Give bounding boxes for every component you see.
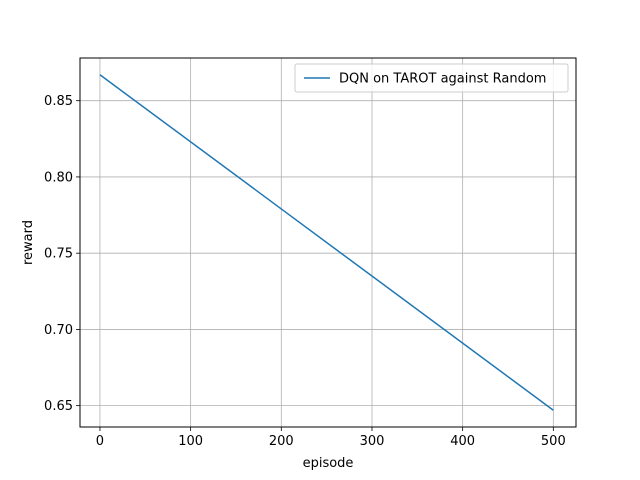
y-tick-label: 0.70: [44, 323, 73, 338]
x-tick-label: 200: [269, 434, 294, 449]
grid: [80, 58, 576, 427]
plot-frame: [79, 57, 577, 428]
legend: DQN on TAROT against Random: [294, 63, 569, 93]
series-layer: [99, 74, 554, 411]
x-axis-title: episode: [303, 456, 354, 471]
y-tick-label: 0.75: [44, 247, 73, 262]
x-tick-label: 100: [178, 434, 203, 449]
x-tick-label: 400: [450, 434, 475, 449]
x-tick-label: 0: [96, 434, 104, 449]
y-tick-label: 0.80: [44, 170, 73, 185]
x-tick-label: 300: [360, 434, 385, 449]
y-tick-label: 0.65: [44, 399, 73, 414]
series-line: [99, 74, 554, 411]
y-axis-title: reward: [21, 220, 36, 265]
x-tick-label: 500: [541, 434, 566, 449]
legend-box: [294, 63, 569, 93]
legend-label: DQN on TAROT against Random: [339, 72, 546, 87]
y-tick-label: 0.85: [44, 94, 73, 109]
ticks: 0 100 200 300 400 500 0.65 0.70 0.75 0.80 0.85: [44, 94, 566, 449]
